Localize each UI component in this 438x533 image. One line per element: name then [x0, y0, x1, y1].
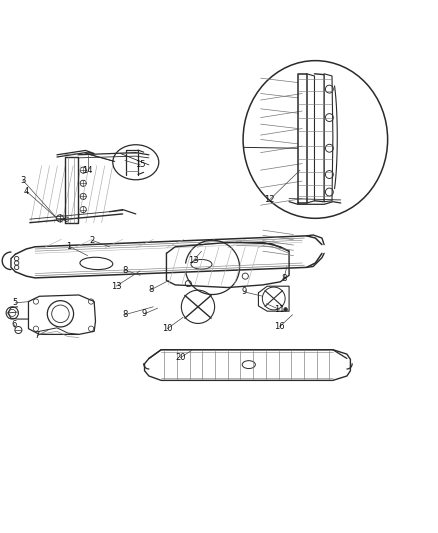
Text: 5: 5 — [13, 298, 18, 308]
Text: 8: 8 — [148, 285, 154, 294]
Text: 1: 1 — [67, 242, 72, 251]
Text: 9: 9 — [242, 287, 247, 296]
Text: 20: 20 — [175, 353, 186, 362]
Text: 8: 8 — [122, 265, 127, 274]
Text: 6: 6 — [11, 320, 17, 329]
Text: 10: 10 — [162, 324, 173, 333]
Text: 12: 12 — [264, 196, 275, 205]
Text: 7: 7 — [35, 331, 40, 340]
Text: 11: 11 — [274, 305, 285, 314]
Text: 8: 8 — [281, 274, 286, 283]
Text: 13: 13 — [188, 256, 199, 265]
Text: 14: 14 — [82, 166, 93, 175]
Text: 2: 2 — [89, 236, 95, 245]
Text: 13: 13 — [111, 282, 121, 290]
Text: 4: 4 — [24, 187, 29, 196]
Text: 16: 16 — [274, 322, 285, 332]
Text: 15: 15 — [135, 160, 145, 169]
Text: 9: 9 — [142, 309, 147, 318]
Circle shape — [284, 308, 287, 311]
Text: 3: 3 — [20, 176, 25, 185]
Text: 8: 8 — [122, 310, 127, 319]
